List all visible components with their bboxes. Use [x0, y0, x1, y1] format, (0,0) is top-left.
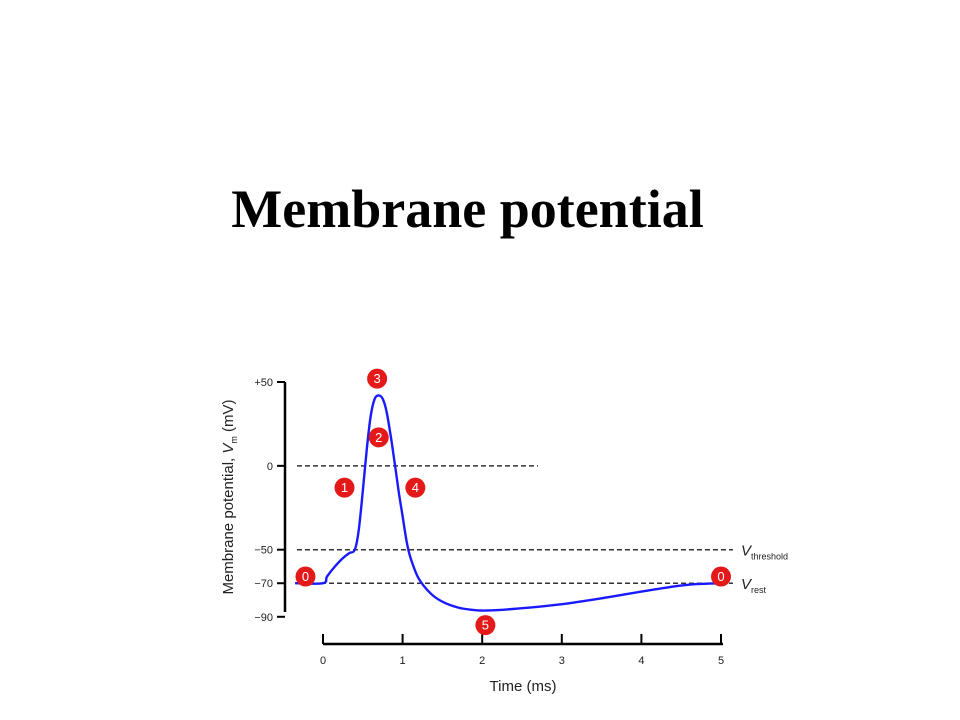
phase-marker-label: 0: [717, 569, 724, 584]
reference-label-var: V: [741, 543, 753, 560]
phase-marker-label: 0: [302, 569, 309, 584]
phase-marker: 5: [475, 615, 496, 636]
phase-marker: 4: [405, 477, 426, 498]
x-tick-label: 2: [479, 655, 485, 667]
x-tick-label: 0: [320, 655, 326, 667]
x-tick-label: 1: [400, 655, 406, 667]
phase-marker: 0: [295, 566, 316, 587]
x-tick-label: 3: [559, 655, 565, 667]
phase-marker: 0: [711, 566, 731, 587]
y-axis-label: Membrane potential, Vm (mV): [220, 399, 239, 594]
phase-marker: 3: [367, 368, 388, 389]
y-tick-label: −50: [254, 545, 273, 557]
y-tick-label: −90: [254, 612, 273, 624]
x-tick-label: 5: [718, 655, 724, 667]
reference-line-label: Vthreshold: [741, 543, 788, 562]
reference-label-sub: threshold: [751, 552, 788, 562]
reference-label-sub: rest: [751, 585, 767, 595]
reference-line-label: Vrest: [741, 576, 767, 595]
x-tick-label: 4: [638, 655, 644, 667]
y-axis-label-main: Membrane potential,: [220, 454, 237, 595]
y-tick-label: −70: [254, 578, 273, 590]
phase-marker-label: 3: [374, 371, 381, 386]
y-axis-label-var: V: [220, 442, 237, 454]
phase-marker-circle: [334, 477, 355, 498]
phase-marker: 1: [334, 477, 355, 498]
phase-marker: 2: [368, 427, 389, 448]
phase-marker-circle: [405, 477, 426, 498]
x-axis-label: Time (ms): [490, 678, 557, 695]
phase-markers: 0 1 2 3 4 5 0: [295, 368, 731, 636]
y-tick-label: 0: [267, 461, 273, 473]
tick-labels: +50 0 −50 −70 −90 0 1 2 3 4 5: [254, 377, 724, 667]
phase-marker-label: 4: [412, 480, 419, 495]
slide-title: Membrane potential: [231, 179, 704, 239]
y-axis-label-sub: m: [229, 436, 239, 444]
y-tick-label: +50: [254, 377, 273, 389]
phase-marker-circle: [295, 566, 316, 587]
phase-marker-circle: [475, 615, 496, 636]
axes: [283, 382, 723, 646]
series-layer: [295, 394, 722, 612]
phase-marker-label: 1: [341, 480, 348, 495]
phase-marker-circle: [368, 427, 389, 448]
phase-marker-circle: [711, 566, 731, 587]
membrane-potential-curve: [295, 394, 722, 612]
reference-label-var: V: [741, 576, 753, 593]
phase-marker-circle: [367, 368, 388, 389]
phase-marker-label: 5: [482, 618, 489, 633]
phase-marker-label: 2: [375, 430, 382, 445]
y-axis-label-unit: (mV): [220, 399, 237, 436]
